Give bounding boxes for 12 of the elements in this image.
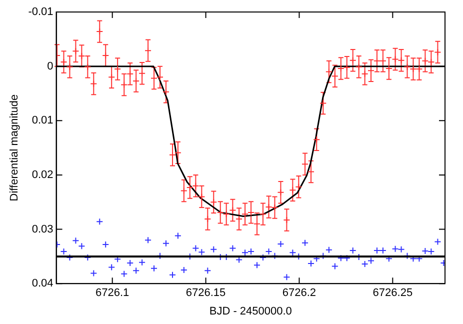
y-tick-label: 0.01 [32, 114, 54, 127]
y-tick-label: 0.04 [32, 278, 54, 290]
y-tick-label: 0.03 [32, 223, 54, 236]
x-tick-label: 6726.2 [282, 287, 316, 300]
y-tick-label: 0.02 [32, 168, 54, 181]
y-tick-label: 0 [47, 60, 54, 72]
x-tick-label: 6726.25 [372, 287, 413, 300]
x-tick-label: 6726.15 [186, 287, 226, 300]
y-tick-label: -0.01 [28, 6, 54, 18]
x-tick-label: 6726.1 [96, 287, 130, 300]
y-axis-title: Differential magnitude [8, 94, 21, 202]
x-axis-title: BJD - 2450000.0 [209, 305, 292, 318]
